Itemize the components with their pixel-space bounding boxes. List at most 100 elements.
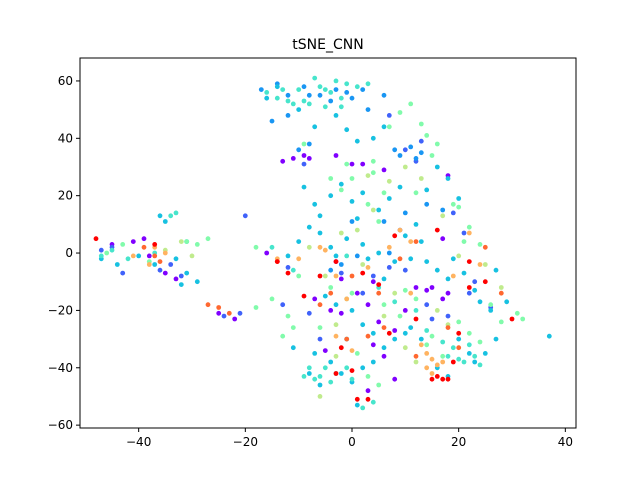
scatter-point [360, 190, 366, 196]
scatter-point [424, 201, 430, 207]
scatter-point [109, 247, 115, 253]
scatter-point [306, 92, 312, 98]
scatter-point [418, 138, 424, 144]
scatter-point [152, 262, 158, 267]
scatter-point [317, 325, 323, 330]
scatter-point [253, 244, 259, 250]
scatter-point [488, 302, 494, 308]
scatter-point [386, 250, 392, 256]
scatter-point [381, 313, 387, 319]
scatter-point [392, 376, 398, 382]
scatter-point [280, 87, 286, 92]
scatter-point [370, 342, 376, 348]
scatter-point [312, 351, 318, 356]
scatter-point [450, 345, 456, 351]
scatter-point [98, 253, 104, 259]
scatter-point [280, 302, 286, 308]
scatter-point [354, 138, 360, 144]
scatter-point [141, 236, 147, 242]
scatter-point [253, 305, 259, 310]
scatter-point [328, 359, 334, 365]
y-tick-label: −40 [48, 361, 73, 375]
scatter-point [328, 90, 334, 95]
scatter-point [290, 101, 296, 107]
scatter-point [317, 230, 323, 236]
scatter-point [386, 178, 392, 184]
scatter-point [306, 244, 312, 250]
y-tick-label: −20 [48, 303, 73, 317]
scatter-point [296, 273, 302, 279]
scatter-point [269, 118, 275, 124]
scatter-point [445, 313, 451, 319]
scatter-point [456, 330, 462, 336]
scatter-point [466, 259, 472, 264]
plot-frame [79, 57, 577, 429]
scatter-point [450, 201, 456, 207]
scatter-point [397, 184, 403, 190]
scatter-point [360, 290, 366, 296]
scatter-point [360, 161, 366, 167]
scatter-point [418, 150, 424, 156]
scatter-point [354, 253, 360, 259]
scatter-point [333, 333, 339, 339]
scatter-point [434, 227, 440, 233]
scatter-point [440, 213, 446, 219]
scatter-point [146, 253, 152, 259]
y-tick-label: 60 [58, 74, 73, 88]
scatter-point [242, 213, 248, 219]
scatter-point [498, 319, 504, 325]
scatter-point [482, 262, 488, 267]
scatter-point [376, 282, 382, 287]
scatter-point [477, 339, 483, 345]
scatter-point [365, 388, 371, 394]
scatter-point [349, 161, 355, 167]
scatter-point [456, 204, 462, 210]
scatter-point [418, 336, 424, 342]
scatter-point [274, 84, 280, 90]
scatter-point [98, 247, 104, 253]
scatter-point [312, 376, 318, 382]
scatter-point [333, 302, 339, 308]
scatter-point [402, 210, 408, 216]
scatter-point [114, 262, 120, 267]
scatter-point [402, 164, 408, 170]
scatter-point [392, 233, 398, 239]
chart-title: tSNE_CNN [292, 37, 363, 53]
scatter-point [146, 262, 152, 267]
scatter-point [173, 276, 179, 282]
scatter-point [232, 316, 238, 322]
scatter-point [354, 216, 360, 222]
scatter-point [397, 110, 403, 115]
scatter-point [344, 336, 350, 342]
scatter-point [338, 262, 344, 267]
scatter-point [381, 190, 387, 196]
scatter-point [370, 273, 376, 279]
scatter-point [413, 316, 419, 322]
scatter-point [354, 84, 360, 90]
scatter-point [178, 239, 184, 245]
scatter-point [306, 141, 312, 147]
scatter-point [285, 253, 291, 259]
scatter-point [445, 376, 451, 382]
y-tick-label: 20 [58, 189, 73, 203]
scatter-point [264, 90, 270, 95]
scatter-point [445, 176, 451, 181]
scatter-point [413, 190, 419, 196]
scatter-point [440, 353, 446, 359]
scatter-point [440, 359, 446, 365]
scatter-point [456, 196, 462, 201]
scatter-point [360, 405, 366, 411]
scatter-point [482, 244, 488, 250]
scatter-point [301, 84, 307, 90]
scatter-point [472, 279, 478, 285]
scatter-point [440, 296, 446, 302]
scatter-point [173, 256, 179, 262]
scatter-point [365, 374, 371, 379]
scatter-point [450, 256, 456, 262]
scatter-point [376, 207, 382, 213]
scatter-point [216, 305, 222, 310]
scatter-point [285, 313, 291, 319]
scatter-point [424, 187, 430, 193]
scatter-point [269, 244, 275, 250]
scatter-point [194, 242, 200, 247]
